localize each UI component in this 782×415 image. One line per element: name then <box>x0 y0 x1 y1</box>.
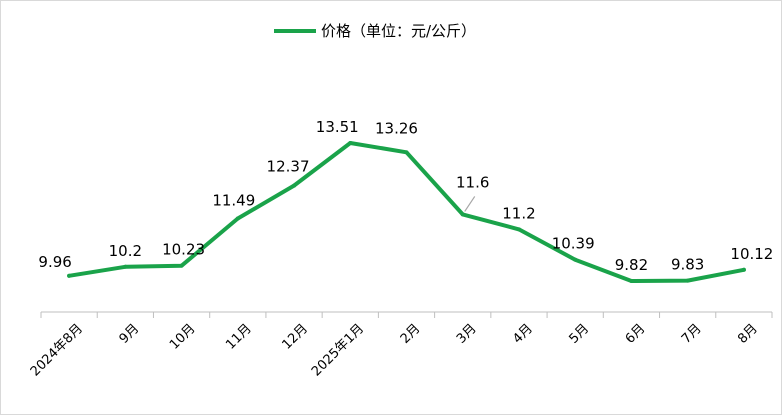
x-tick-label: 2024年8月 <box>28 321 86 379</box>
x-tick-label: 2月 <box>398 321 424 347</box>
x-tick-label: 9月 <box>117 321 143 347</box>
x-tick-label: 4月 <box>510 321 536 347</box>
x-tick-label: 3月 <box>454 321 480 347</box>
data-label: 13.26 <box>375 119 418 137</box>
data-point <box>516 227 521 232</box>
x-tick-label: 10月 <box>167 321 198 352</box>
x-tick-label: 11月 <box>223 321 254 352</box>
data-label: 9.83 <box>671 256 704 274</box>
data-point <box>292 183 297 188</box>
x-tick-label: 8月 <box>735 321 761 347</box>
data-point <box>179 263 184 268</box>
x-tick-label: 7月 <box>679 321 705 347</box>
data-point <box>404 150 409 155</box>
x-tick-label: 12月 <box>279 321 310 352</box>
legend: 价格（单位：元/公斤） <box>274 22 476 40</box>
data-label: 10.2 <box>109 242 142 260</box>
data-label: 12.37 <box>267 158 310 176</box>
data-label: 11.2 <box>502 204 535 222</box>
data-label: 13.51 <box>316 118 359 136</box>
data-point <box>685 278 690 283</box>
x-axis <box>40 311 773 318</box>
data-point <box>460 212 465 217</box>
x-tick-label: 6月 <box>623 321 649 347</box>
data-label: 11.6 <box>456 173 489 191</box>
data-label: 9.96 <box>38 253 71 271</box>
x-tick-label: 5月 <box>566 321 592 347</box>
data-label: 11.49 <box>212 192 255 210</box>
data-point <box>573 257 578 262</box>
data-label-layer: 9.96 10.2 10.23 11.49 12.37 13.51 13.26 11.6 11.… <box>38 118 773 274</box>
data-label: 10.12 <box>730 245 773 263</box>
series-line-layer <box>67 141 746 283</box>
data-label: 9.82 <box>615 256 648 274</box>
data-point <box>67 273 72 278</box>
data-point <box>123 264 128 269</box>
data-point <box>629 279 634 283</box>
data-label: 10.23 <box>162 241 205 259</box>
data-point <box>235 216 240 221</box>
data-point <box>348 141 353 145</box>
legend-label: 价格（单位：元/公斤） <box>321 22 476 40</box>
x-tick-label: 2025年1月 <box>309 321 367 379</box>
data-label-leader-line <box>464 196 476 212</box>
data-label: 10.39 <box>552 235 595 253</box>
data-point <box>741 267 746 272</box>
